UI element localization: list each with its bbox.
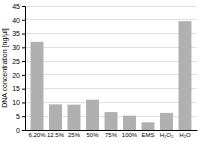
grid-line [25,61,197,62]
y-tick-mark [22,89,25,90]
bar [68,105,81,130]
x-tick: 12.5% [47,132,65,138]
y-tick: 40 [12,17,25,24]
y-axis: 0 5 10 15 20 25 30 35 40 45 [12,3,25,134]
grid-line [25,47,197,48]
y-tick-label: 40 [12,17,20,24]
bars [31,21,192,130]
y-tick-label: 45 [12,3,20,10]
y-tick: 25 [12,58,25,65]
y-tick-label: 20 [12,72,20,79]
grid-line [25,74,197,75]
y-tick: 30 [12,44,25,51]
y-tick: 35 [12,30,25,37]
y-tick: 0 [16,127,25,134]
y-tick-mark [22,75,25,76]
y-tick: 5 [16,113,25,120]
x-tick: EMS [141,132,154,138]
x-tick-label: 25% [68,132,81,138]
x-tick-label: 6.20% [29,132,47,138]
y-tick-label: 15 [12,85,20,92]
y-tick-mark [22,20,25,21]
x-tick: H₂O₂ [160,132,174,138]
y-axis-line [22,7,26,131]
y-tick: 20 [12,72,25,79]
bar [142,122,155,130]
x-tick: 100% [122,132,138,138]
grid [25,6,197,130]
y-tick-label: 25 [12,58,20,65]
chart-svg: 0 5 10 15 20 25 30 35 40 45 6.20%12.5%25% 50% 75% 100… [0,0,200,142]
bar [123,116,136,130]
grid-line [25,102,197,103]
x-tick-label: EMS [141,132,154,138]
x-tick: 6.20% [29,132,47,138]
y-tick-label: 10 [12,99,20,106]
x-tick-label: H₂O [179,132,191,138]
grid-line [25,19,197,20]
x-axis-line [26,130,198,131]
y-tick-mark [22,34,25,35]
y-tick-mark [22,116,25,117]
bar [31,42,44,130]
x-tick: 50% [86,132,99,138]
y-tick: 10 [12,99,25,106]
bar [179,21,192,130]
y-tick-mark [22,61,25,62]
y-tick-label: 30 [12,44,20,51]
x-tick: 75% [105,132,118,138]
bar [105,112,118,130]
x-tick-label: H₂O₂ [160,132,174,138]
x-axis: 6.20%12.5%25% 50% 75% 100%EMS H₂O₂ H₂O [26,131,198,139]
y-tick-mark [22,47,25,48]
grid-line [25,88,197,89]
x-tick-label: 100% [122,132,138,138]
y-tick: 45 [12,3,25,10]
y-tick-label: 5 [16,113,20,120]
bar [86,100,99,130]
y-tick-mark [22,130,25,131]
y-tick-mark [22,6,25,7]
y-axis-title: DNA concentration [ng/µl] [1,28,9,108]
grid-line [25,6,197,7]
y-tick: 15 [12,85,25,92]
x-tick-label: 75% [105,132,118,138]
bar [160,113,173,130]
bar [49,104,62,130]
y-tick-label: 0 [16,127,20,134]
y-tick-label: 35 [12,30,20,37]
y-tick-mark [22,102,25,103]
grid-line [25,33,197,34]
x-tick: 25% [68,132,81,138]
x-tick-label: 50% [86,132,99,138]
x-tick: H₂O [179,132,191,138]
x-tick-label: 12.5% [47,132,65,138]
